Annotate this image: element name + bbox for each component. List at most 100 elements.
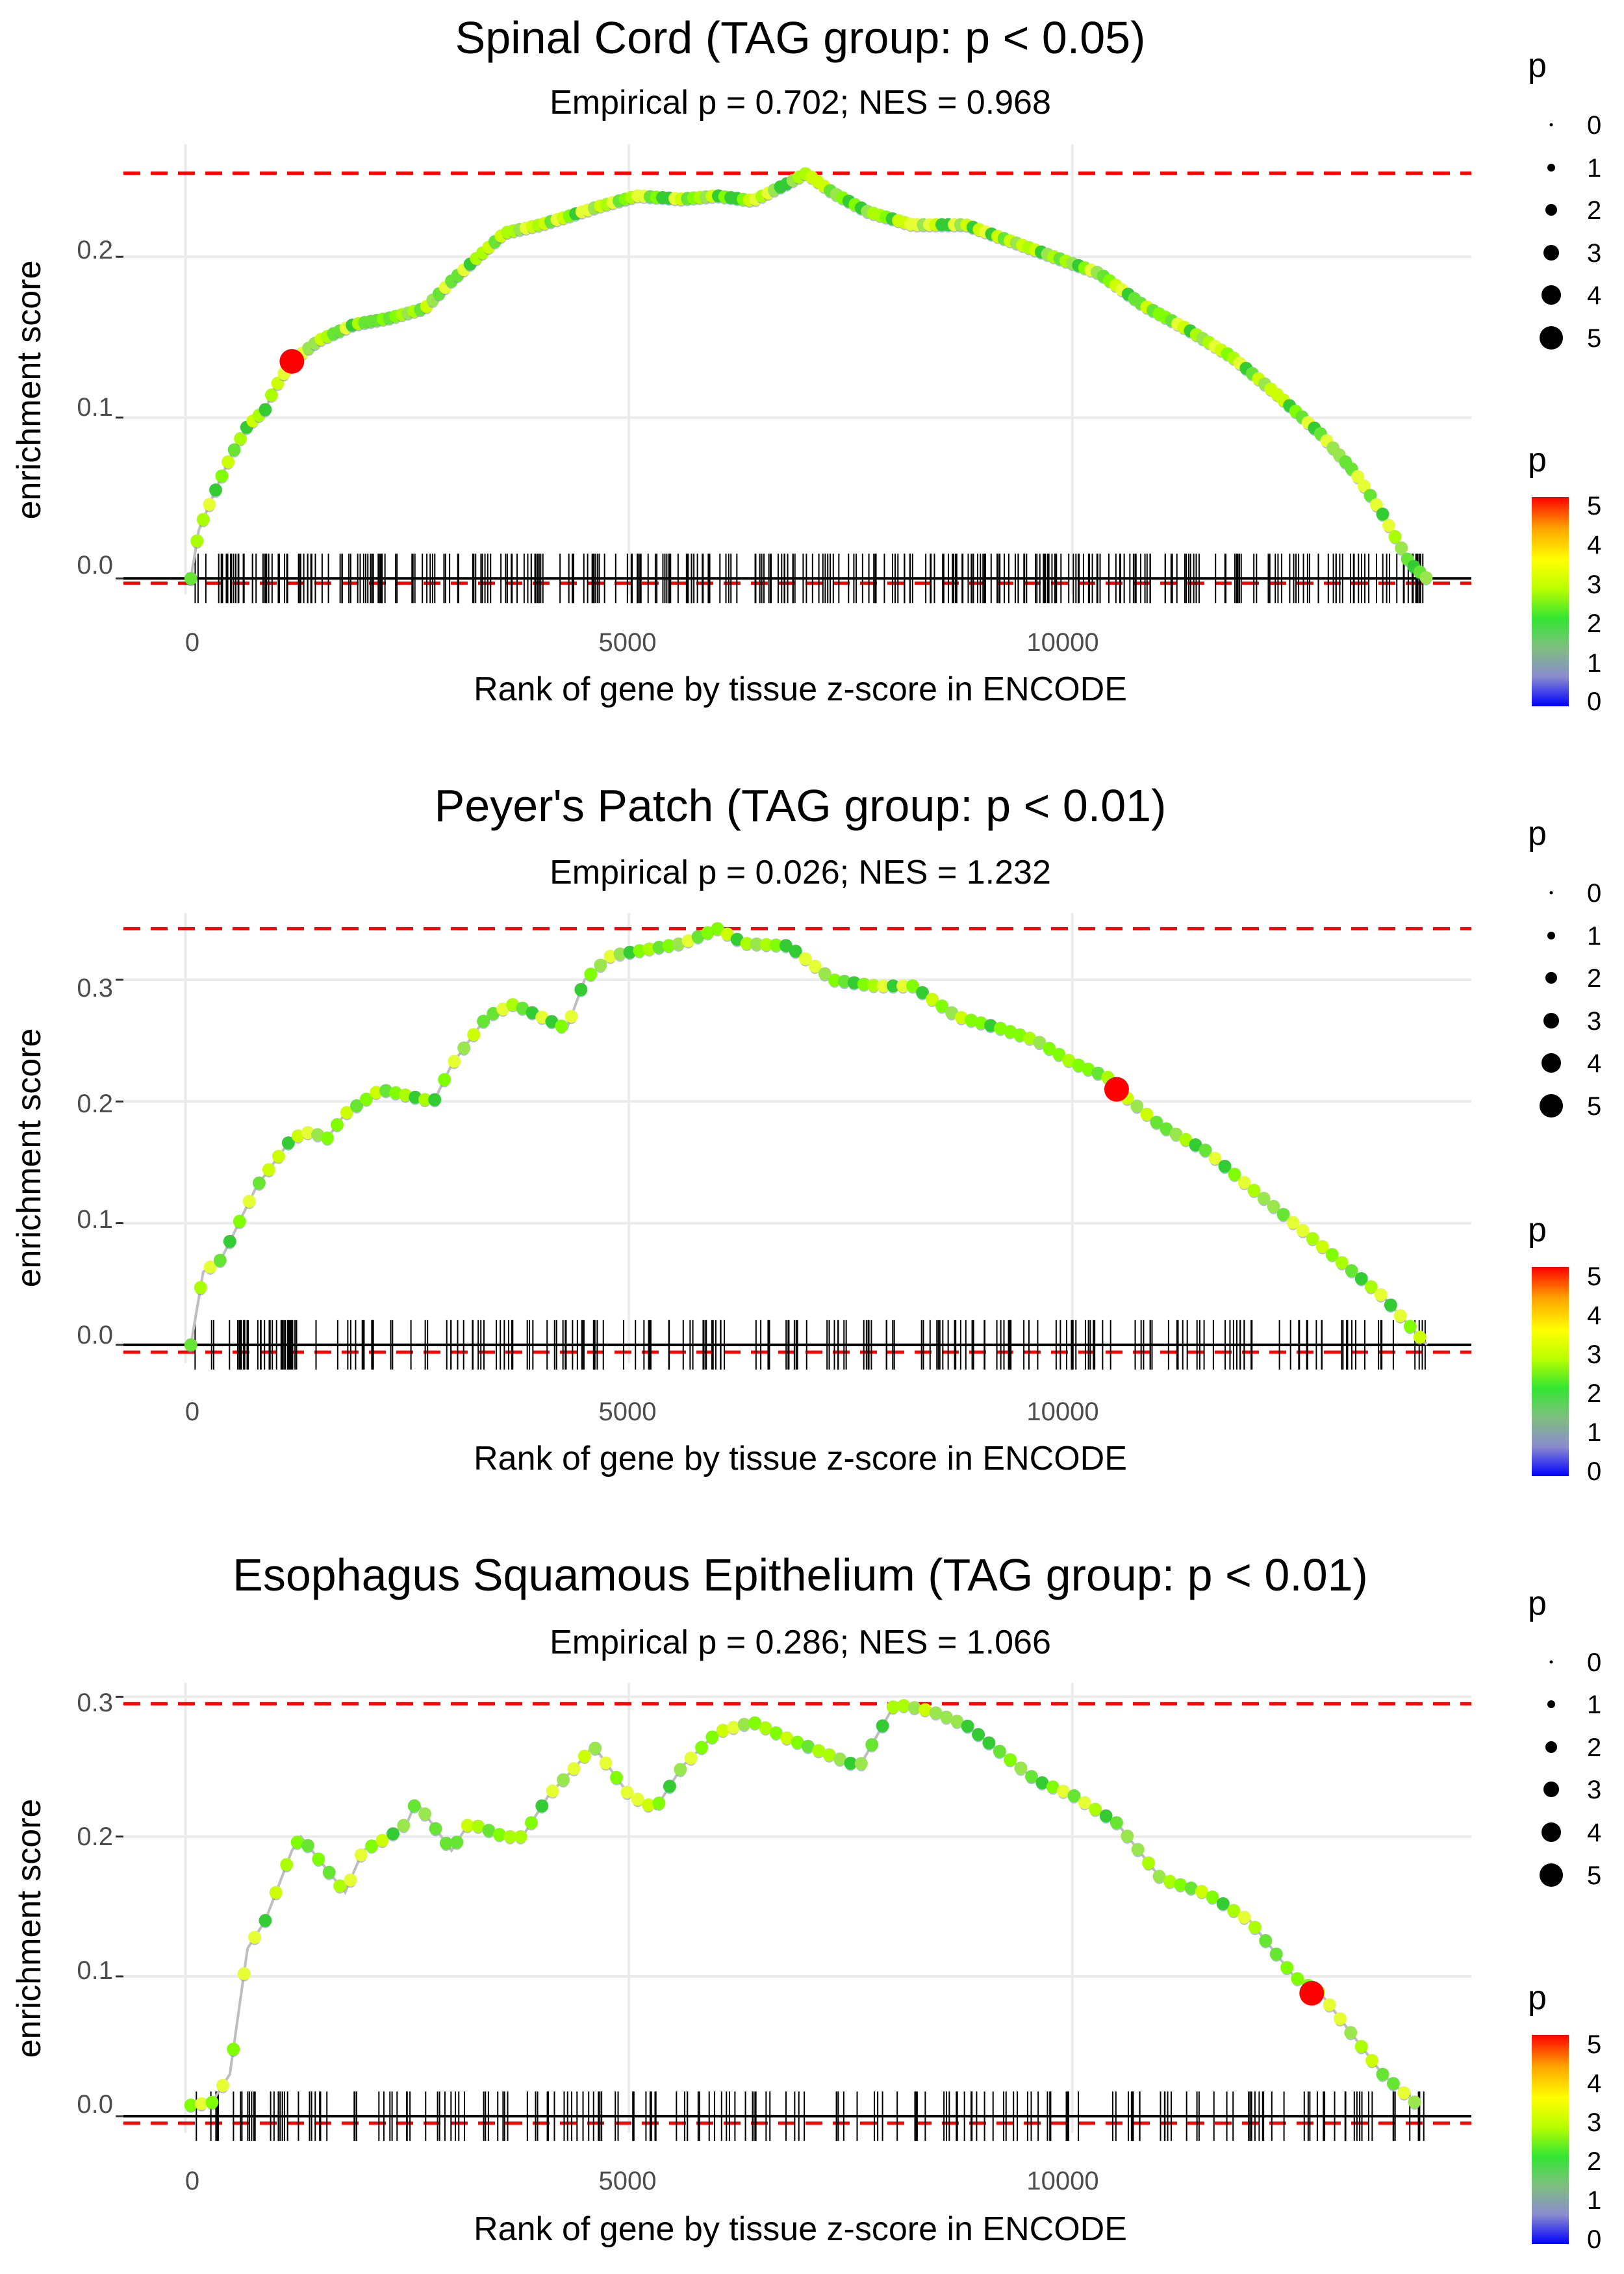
color-legend-label: 5 <box>1587 492 1601 520</box>
size-legend-title: p <box>1528 815 1547 852</box>
es-point <box>227 443 241 457</box>
es-point <box>812 1744 826 1757</box>
es-point <box>1062 1054 1076 1067</box>
es-point <box>1072 1058 1085 1072</box>
es-point <box>833 1752 846 1766</box>
es-point <box>252 1176 266 1190</box>
es-point <box>1269 1947 1283 1961</box>
es-point <box>311 1128 324 1142</box>
es-point <box>1357 479 1371 492</box>
y-tick-label: 0.0 <box>77 1321 113 1349</box>
es-point <box>1237 1175 1251 1189</box>
es-point <box>1376 507 1389 521</box>
es-point <box>652 940 666 954</box>
es-point <box>972 1728 985 1741</box>
es-point <box>663 1780 676 1793</box>
es-point <box>1184 1881 1198 1895</box>
es-point <box>514 1830 527 1843</box>
es-point <box>1276 1208 1290 1221</box>
es-point <box>603 949 617 963</box>
es-point <box>194 1281 207 1294</box>
es-point <box>354 1848 368 1861</box>
es-point <box>557 1773 570 1787</box>
es-point <box>1004 1753 1017 1767</box>
es-point <box>215 469 229 483</box>
es-point <box>567 1762 581 1775</box>
panel-title: Esophagus Squamous Epithelium (TAG group… <box>233 1550 1368 1600</box>
es-point <box>1257 1192 1271 1205</box>
es-point <box>1393 1309 1407 1322</box>
size-legend-key <box>1545 204 1557 216</box>
es-point <box>1052 1047 1066 1061</box>
es-point <box>695 1741 709 1754</box>
color-legend-label: 2 <box>1587 2147 1601 2176</box>
es-point <box>1323 1998 1336 2012</box>
es-point <box>301 1839 314 1852</box>
es-point <box>691 930 705 943</box>
es-point <box>1179 1132 1193 1146</box>
size-legend-key <box>1542 1822 1561 1842</box>
es-point <box>907 1701 921 1715</box>
es-point <box>599 1756 613 1770</box>
es-point <box>301 1126 314 1140</box>
color-legend-label: 3 <box>1587 1340 1601 1369</box>
es-point <box>642 942 656 956</box>
es-point <box>1259 1934 1273 1947</box>
size-legend-key <box>1542 285 1561 305</box>
size-legend-key <box>1549 123 1553 127</box>
size-legend-label: 0 <box>1587 111 1601 140</box>
es-point <box>1014 1761 1028 1775</box>
es-point <box>1057 1784 1070 1798</box>
es-point <box>865 1738 879 1752</box>
es-point <box>1099 1809 1113 1822</box>
x-axis-title: Rank of gene by tissue z-score in ENCODE <box>474 2210 1127 2248</box>
x-axis-title: Rank of gene by tissue z-score in ENCODE <box>474 1440 1127 1477</box>
es-point <box>589 1741 602 1755</box>
es-point <box>409 1090 422 1104</box>
es-point <box>242 1194 256 1208</box>
es-point <box>1046 1780 1059 1794</box>
es-point <box>929 1706 943 1720</box>
es-point <box>727 1720 741 1734</box>
size-legend-label: 2 <box>1587 1733 1601 1762</box>
es-point <box>227 2042 240 2056</box>
panel-spinal-cord: Spinal Cord (TAG group: p < 0.05) Empiri… <box>10 12 1471 708</box>
size-legend-label: 3 <box>1587 1776 1601 1804</box>
y-tick-label: 0.2 <box>77 236 113 264</box>
size-legend-key <box>1543 1782 1559 1797</box>
es-point <box>1354 1272 1368 1285</box>
es-point <box>360 1092 373 1106</box>
x-tick-label: 10000 <box>1026 1398 1098 1426</box>
es-point <box>623 945 637 959</box>
size-legend: p 0 1 2 3 4 5 <box>1528 1585 1601 1890</box>
size-legend-label: 4 <box>1587 1049 1601 1078</box>
es-point <box>280 1858 294 1871</box>
es-point <box>1306 1232 1319 1246</box>
es-point <box>577 1750 591 1763</box>
es-point <box>769 1726 783 1739</box>
es-point <box>950 1715 964 1728</box>
size-legend: p 0 1 2 3 4 5 <box>1528 47 1601 353</box>
y-tick-label: 0.2 <box>77 1090 113 1118</box>
size-legend-label: 0 <box>1587 1648 1601 1677</box>
es-point <box>1395 541 1408 555</box>
es-point <box>196 513 210 526</box>
es-point <box>503 1830 517 1843</box>
es-point <box>1365 2054 1379 2067</box>
color-legend-bar <box>1532 1267 1569 1476</box>
es-point <box>1247 1184 1261 1197</box>
x-tick-label: 5000 <box>599 1398 657 1426</box>
es-point <box>939 1710 953 1724</box>
es-point <box>281 1136 295 1149</box>
size-legend-label: 5 <box>1587 1092 1601 1121</box>
size-legend-label: 1 <box>1587 154 1601 183</box>
es-point <box>1419 571 1433 584</box>
es-point <box>1227 1904 1241 1917</box>
es-point <box>828 973 841 987</box>
es-point <box>1013 1028 1027 1041</box>
es-point <box>876 979 890 993</box>
size-legend-label: 5 <box>1587 1861 1601 1890</box>
es-point <box>525 1816 538 1830</box>
es-point <box>1195 1885 1208 1898</box>
